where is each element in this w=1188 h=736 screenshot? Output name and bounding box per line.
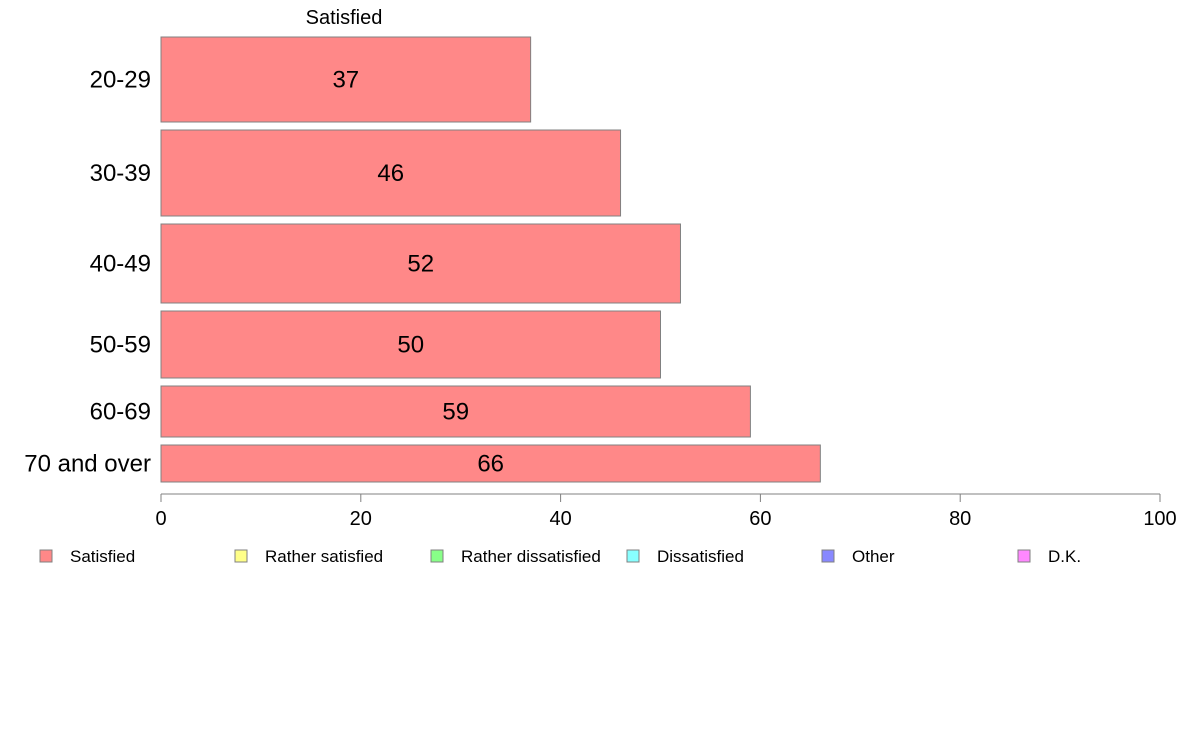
x-tick-label: 60 [749, 508, 771, 530]
bar-value-label: 66 [477, 451, 504, 478]
legend-label: Dissatisfied [657, 547, 744, 566]
legend-label: D.K. [1048, 547, 1081, 566]
bars: 37 46 52 50 59 66 [160, 36, 821, 483]
legend-swatch [39, 549, 53, 563]
legend-label: Satisfied [70, 547, 135, 566]
bar-value-label: 37 [332, 67, 359, 94]
legend-label: Other [852, 547, 895, 566]
category-labels: 20-29 30-39 40-49 50-59 60-69 70 and over [24, 67, 151, 478]
bar-value-label: 46 [377, 160, 404, 187]
x-axis: 0 20 40 60 80 100 [155, 493, 1177, 530]
legend-label: Rather satisfied [265, 547, 383, 566]
legend-swatch [430, 549, 444, 563]
category-label: 60-69 [90, 399, 151, 426]
category-label: 50-59 [90, 332, 151, 359]
legend-swatch [626, 549, 640, 563]
legend-swatch [821, 549, 835, 563]
x-tick-label: 40 [549, 508, 571, 530]
bar-60-69 [160, 385, 751, 438]
bar-30-39 [160, 129, 622, 217]
category-label: 30-39 [90, 160, 151, 187]
x-tick-label: 20 [350, 508, 372, 530]
x-tick-label: 100 [1143, 508, 1176, 530]
category-label: 40-49 [90, 251, 151, 278]
bar-value-label: 59 [442, 399, 469, 426]
legend: Satisfied Rather satisfied Rather dissatis… [39, 547, 1081, 566]
x-tick-label: 80 [949, 508, 971, 530]
bar-40-49 [160, 223, 681, 304]
bar-value-label: 52 [407, 251, 434, 278]
legend-swatch [1017, 549, 1031, 563]
bar-20-29 [160, 36, 532, 123]
x-tick-label: 0 [155, 508, 166, 530]
category-label: 70 and over [24, 451, 151, 478]
legend-swatch [234, 549, 248, 563]
bar-value-label: 50 [397, 332, 424, 359]
legend-label: Rather dissatisfied [461, 547, 601, 566]
series-title: Satisfied [306, 7, 383, 29]
bar-70-and-over [160, 444, 821, 483]
bar-50-59 [160, 310, 661, 379]
category-label: 20-29 [90, 67, 151, 94]
